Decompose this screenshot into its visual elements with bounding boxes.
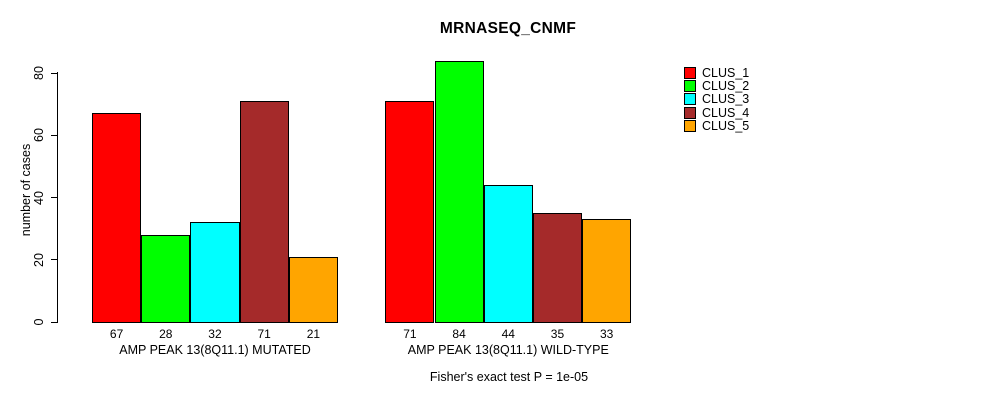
y-axis-tick-label: 60 bbox=[31, 128, 46, 143]
y-axis-tick-label: 20 bbox=[31, 252, 46, 267]
legend-item-label: CLUS_4 bbox=[702, 105, 750, 120]
y-axis-tick bbox=[51, 259, 58, 261]
y-axis-tick bbox=[51, 134, 58, 136]
bar-value-label: 32 bbox=[208, 327, 222, 341]
x-axis-group-label: AMP PEAK 13(8Q11.1) MUTATED bbox=[119, 343, 311, 357]
y-axis-label: number of cases bbox=[19, 143, 33, 237]
legend-item-label: CLUS_2 bbox=[702, 79, 750, 94]
legend-swatch-clus_5 bbox=[684, 120, 696, 133]
bar-value-label: 28 bbox=[159, 327, 173, 341]
legend: CLUS_1 CLUS_2 CLUS_3 CLUS_4 CLUS_5 bbox=[684, 66, 749, 133]
chart-title: MRNASEQ_CNMF bbox=[439, 20, 577, 37]
legend-item: CLUS_5 bbox=[684, 120, 749, 133]
bar-clus_4-group2 bbox=[532, 213, 583, 323]
legend-swatch-clus_4 bbox=[684, 106, 696, 119]
bar-clus_2-group1 bbox=[141, 234, 191, 323]
legend-item-label: CLUS_1 bbox=[702, 65, 750, 80]
y-axis-tick-label: 0 bbox=[31, 318, 46, 326]
legend-item: CLUS_4 bbox=[684, 106, 749, 119]
legend-item: CLUS_3 bbox=[684, 93, 749, 106]
legend-swatch-clus_3 bbox=[684, 93, 696, 106]
bar-clus_3-group2 bbox=[483, 185, 533, 323]
y-axis-tick bbox=[51, 321, 58, 323]
x-axis-group-label: AMP PEAK 13(8Q11.1) WILD-TYPE bbox=[407, 343, 609, 357]
bar-value-label: 71 bbox=[403, 327, 417, 341]
legend-item: CLUS_2 bbox=[684, 79, 749, 92]
y-axis-tick bbox=[51, 197, 58, 198]
bar-clus_4-group1 bbox=[239, 101, 289, 323]
bar-value-label: 84 bbox=[452, 327, 466, 341]
y-axis-tick-label: 80 bbox=[31, 66, 46, 80]
bar-clus_5-group2 bbox=[582, 219, 632, 323]
legend-item-label: CLUS_5 bbox=[702, 119, 750, 134]
legend-swatch-clus_2 bbox=[684, 80, 696, 93]
bar-value-label: 35 bbox=[550, 327, 565, 341]
legend-item-label: CLUS_3 bbox=[702, 92, 750, 107]
legend-item: CLUS_1 bbox=[684, 66, 749, 79]
bar-clus_5-group1 bbox=[288, 256, 338, 323]
bar-value-label: 71 bbox=[257, 327, 271, 341]
bar-value-label: 67 bbox=[109, 327, 124, 341]
bar-clus_3-group1 bbox=[190, 222, 240, 323]
bar-value-label: 33 bbox=[600, 327, 614, 341]
annotation-text: Fisher's exact test P = 1e-05 bbox=[429, 370, 589, 384]
legend-swatch-clus_1 bbox=[684, 66, 696, 79]
bar-value-label: 21 bbox=[306, 327, 321, 341]
bar-clus_1-group2 bbox=[385, 101, 435, 323]
y-axis-tick bbox=[51, 72, 58, 74]
y-axis-tick-label: 40 bbox=[31, 190, 46, 205]
bar-clus_1-group1 bbox=[92, 113, 142, 323]
bar-clus_2-group2 bbox=[434, 60, 484, 323]
bar-value-label: 44 bbox=[501, 327, 515, 341]
